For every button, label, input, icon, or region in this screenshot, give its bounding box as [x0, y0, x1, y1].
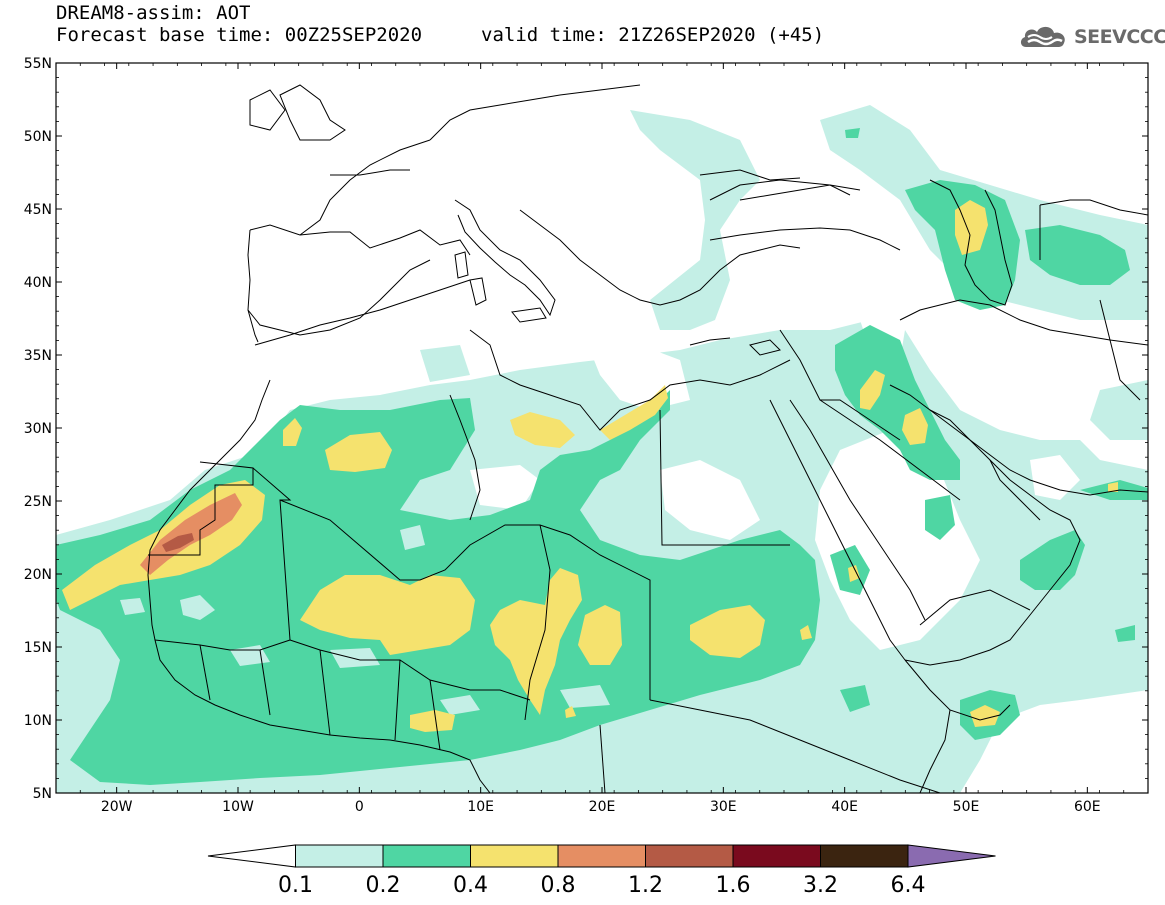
- colorbar-segment: [732, 844, 821, 868]
- colorbar-segment: [557, 844, 646, 868]
- lon-label: 20W: [101, 799, 133, 815]
- lon-label: 20E: [589, 799, 616, 815]
- lat-label: 35N: [24, 348, 52, 364]
- coastlines-borders: [147, 84, 1148, 793]
- lon-label: 10W: [222, 799, 254, 815]
- lon-label: 0: [355, 799, 364, 815]
- colorbar-label: 0.1: [278, 873, 313, 898]
- lat-label: 5N: [33, 786, 52, 802]
- lat-label: 55N: [24, 56, 52, 72]
- seevccc-logo: SEEVCCC: [1018, 22, 1165, 52]
- lat-label: 50N: [24, 129, 52, 145]
- lat-label: 10N: [24, 713, 52, 729]
- colorbar-label: 1.2: [628, 873, 663, 898]
- colorbar-high-triangle: [907, 844, 996, 868]
- lat-label: 15N: [24, 640, 52, 656]
- logo-text: SEEVCCC: [1074, 26, 1165, 48]
- lat-label: 40N: [24, 275, 52, 291]
- colorbar-label: 3.2: [803, 873, 838, 898]
- map-title: DREAM8-assim: AOT: [56, 2, 251, 24]
- colorbar-segment: [645, 844, 734, 868]
- lon-label: 10E: [467, 799, 494, 815]
- colorbar-segment: [470, 844, 559, 868]
- valid-time: valid time: 21Z26SEP2020 (+45): [481, 24, 825, 46]
- lon-label: 50E: [953, 799, 980, 815]
- colorbar-segment: [382, 844, 471, 868]
- lon-label: 60E: [1074, 799, 1101, 815]
- colorbar-label: 0.2: [366, 873, 401, 898]
- colorbar-label: 1.6: [716, 873, 751, 898]
- lon-label: 30E: [710, 799, 737, 815]
- aot-level-1.2: [162, 533, 194, 552]
- colorbar-label: 0.4: [453, 873, 488, 898]
- colorbar-low-triangle: [207, 844, 296, 868]
- cloud-icon: [1020, 26, 1065, 47]
- lat-label: 45N: [24, 202, 52, 218]
- forecast-base-time: Forecast base time: 00Z25SEP2020: [56, 24, 423, 46]
- colorbar-label: 0.8: [541, 873, 576, 898]
- lat-label: 25N: [24, 494, 52, 510]
- axis-ticks: 5N 10N 15N 20N 25N 30N 35N 40N 45N 50N 55N 20W 10W 0 1…: [24, 56, 1149, 815]
- lat-label: 30N: [24, 421, 52, 437]
- colorbar-segment: [820, 844, 909, 868]
- colorbar: 0.1 0.2 0.4 0.8 1.2 1.6 3.2 6.4: [207, 844, 996, 898]
- lon-label: 40E: [831, 799, 858, 815]
- colorbar-label: 6.4: [891, 873, 926, 898]
- colorbar-segment: [295, 844, 384, 868]
- lat-label: 20N: [24, 567, 52, 583]
